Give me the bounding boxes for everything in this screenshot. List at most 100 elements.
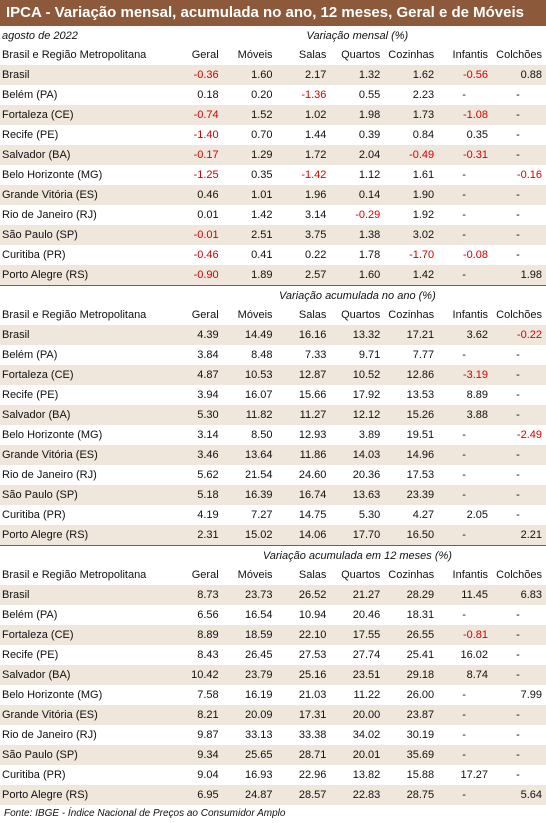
value-cell: - — [492, 485, 546, 505]
value-cell: 0.14 — [330, 185, 385, 205]
value-cell: 1.60 — [222, 65, 277, 85]
value-cell: - — [462, 609, 466, 621]
value-cell: -0.16 — [516, 169, 542, 181]
region-name: Belém (PA) — [2, 89, 58, 101]
table-row: São Paulo (SP) 9.34 25.65 28.71 20.01 35.69- - — [0, 745, 546, 765]
value-cell: 3.46 — [168, 445, 223, 465]
table-row: Curitiba (PR) 4.19 7.27 14.75 5.30 4.27 2.05 - — [0, 505, 546, 525]
value-cell: 1.61 — [412, 169, 435, 181]
value-cell: 13.32 — [330, 325, 385, 345]
value-cell: - — [516, 469, 520, 481]
value-cell: 1.96 — [276, 185, 331, 205]
value-cell: - — [492, 105, 546, 125]
value-cell: 22.10 — [276, 625, 331, 645]
value-cell: 16.39 — [222, 485, 277, 505]
region-name: São Paulo (SP) — [0, 485, 169, 505]
value-cell: -0.49 — [384, 145, 439, 165]
value-cell: 1.89 — [222, 265, 277, 286]
value-cell: 28.75 — [384, 785, 439, 805]
value-cell: 1.92 — [412, 209, 435, 221]
value-cell: 26.55 — [384, 625, 439, 645]
table-row: São Paulo (SP) -0.01 2.51 3.75 1.38 3.02- - — [0, 225, 546, 245]
region-name: Porto Alegre (RS) — [0, 265, 169, 286]
value-cell: 12.93 — [298, 429, 327, 441]
region-name: Rio de Janeiro (RJ) — [2, 729, 97, 741]
value-cell: 23.39 — [384, 485, 439, 505]
table-row: Recife (PE) 3.94 16.07 15.66 17.92 13.53 8.89 - — [0, 385, 546, 405]
value-cell: 28.71 — [276, 745, 331, 765]
value-cell: 2.51 — [222, 225, 277, 245]
value-cell: 0.39 — [358, 129, 381, 141]
value-cell: 25.41 — [406, 649, 435, 661]
value-cell: 1.02 — [276, 105, 331, 125]
value-cell: -0.56 — [438, 65, 493, 85]
value-cell: 6.83 — [492, 585, 546, 605]
value-cell: 20.01 — [330, 745, 385, 765]
value-cell: 0.70 — [251, 129, 273, 141]
value-cell: 4.39 — [168, 325, 223, 345]
region-name: Grande Vitória (ES) — [0, 445, 169, 465]
column-header: Cozinhas — [388, 569, 435, 581]
column-header: Colchões — [496, 49, 542, 61]
value-cell: - — [462, 729, 466, 741]
value-cell: - — [492, 365, 546, 385]
region-name: Curitiba (PR) — [2, 509, 66, 521]
value-cell: 3.89 — [358, 429, 381, 441]
value-cell: 3.94 — [197, 389, 219, 401]
value-cell: 21.03 — [298, 689, 327, 701]
value-cell: 15.26 — [384, 405, 439, 425]
value-cell: 23.79 — [222, 665, 277, 685]
value-cell: -0.90 — [168, 265, 223, 286]
value-cell: 10.94 — [298, 609, 327, 621]
value-cell: 16.50 — [384, 525, 439, 546]
value-cell: 2.57 — [276, 265, 331, 286]
value-cell: 10.42 — [168, 665, 223, 685]
value-cell: 17.21 — [384, 325, 439, 345]
region-name: Fortaleza (CE) — [0, 105, 169, 125]
value-cell: 7.77 — [412, 349, 435, 361]
value-cell: 21.27 — [330, 585, 385, 605]
region-name: Brasil — [0, 65, 169, 85]
value-cell: 1.32 — [330, 65, 385, 85]
value-cell: 11.27 — [276, 405, 331, 425]
value-cell: 0.22 — [304, 249, 327, 261]
value-cell: - — [462, 209, 466, 221]
value-cell: 0.01 — [197, 209, 219, 221]
column-header: Infantis — [452, 569, 489, 581]
value-cell: -1.70 — [409, 249, 435, 261]
table-body: agosto de 2022 Variação mensal (%) Brasil … — [0, 26, 546, 805]
value-cell: 8.21 — [168, 705, 223, 725]
value-cell: 2.23 — [412, 89, 435, 101]
value-cell: - — [438, 785, 493, 805]
value-cell: 20.46 — [352, 609, 381, 621]
value-cell: 22.96 — [298, 769, 327, 781]
value-cell: 4.27 — [412, 509, 435, 521]
column-header: Brasil e Região Metropolitana — [2, 309, 147, 321]
table-row: Recife (PE) -1.40 0.70 1.44 0.39 0.84 0.35 - — [0, 125, 546, 145]
value-cell: 1.62 — [384, 65, 439, 85]
value-cell: - — [492, 145, 546, 165]
region-name: Fortaleza (CE) — [0, 625, 169, 645]
value-cell: -0.46 — [193, 249, 219, 261]
table-row: Porto Alegre (RS) 2.31 15.02 14.06 17.70 16.5… — [0, 525, 546, 546]
value-cell: 0.46 — [168, 185, 223, 205]
value-cell: 0.20 — [251, 89, 273, 101]
value-cell: - — [438, 185, 493, 205]
value-cell: 1.90 — [384, 185, 439, 205]
value-cell: 6.56 — [197, 609, 219, 621]
value-cell: 24.87 — [222, 785, 277, 805]
region-name: Salvador (BA) — [0, 665, 169, 685]
value-cell: 1.60 — [330, 265, 385, 286]
value-cell: 8.74 — [438, 665, 493, 685]
ipca-table: agosto de 2022 Variação mensal (%) Brasil … — [0, 26, 546, 805]
value-cell: 11.45 — [438, 585, 493, 605]
value-cell: 8.50 — [251, 429, 273, 441]
value-cell: 15.66 — [298, 389, 327, 401]
region-name: Brasil — [0, 585, 169, 605]
column-header: Salas — [298, 309, 327, 321]
column-header: Brasil e Região Metropolitana — [2, 49, 147, 61]
value-cell: - — [516, 209, 520, 221]
source-note: Fonte: IBGE - Índice Nacional de Preços … — [4, 808, 286, 819]
value-cell: -1.36 — [301, 89, 327, 101]
value-cell: 7.33 — [304, 349, 327, 361]
